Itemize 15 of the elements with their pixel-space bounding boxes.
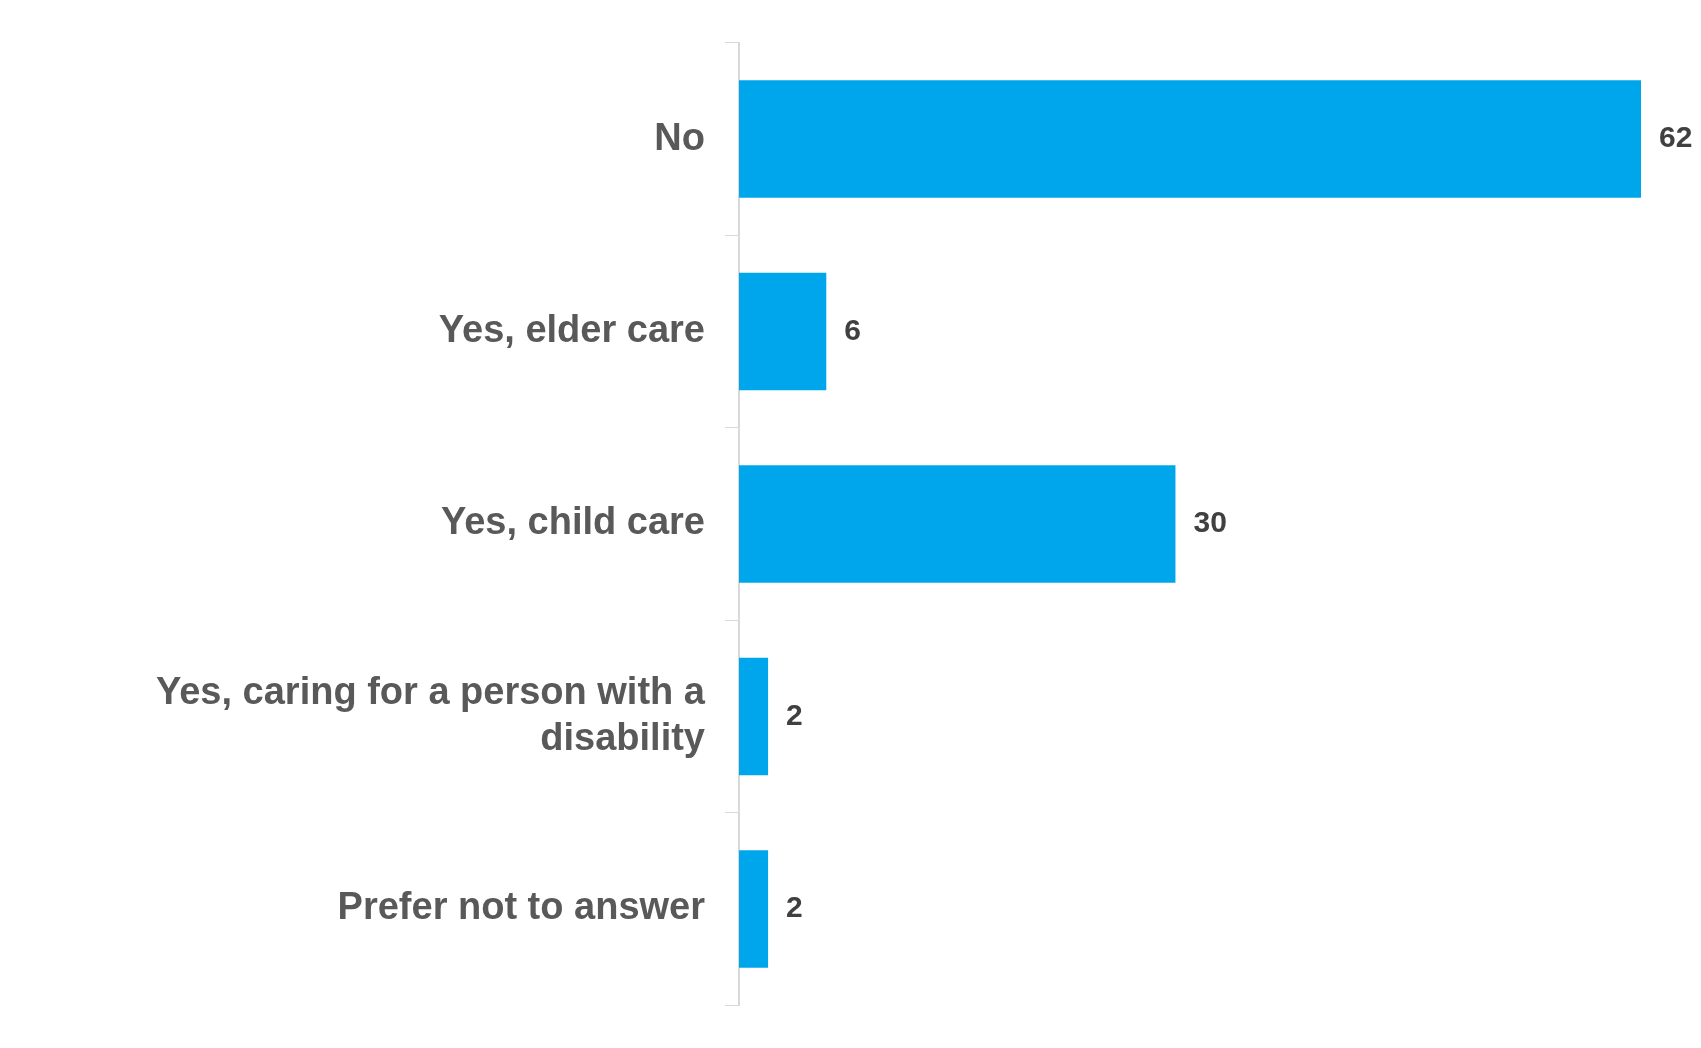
- data-label: 2: [786, 890, 803, 924]
- bar: [739, 465, 1176, 583]
- data-label: 62: [1659, 120, 1693, 154]
- y-tick-label: Prefer not to answer: [337, 885, 706, 928]
- data-label: 6: [844, 312, 861, 346]
- y-tick-label: No: [654, 115, 705, 158]
- bar: [739, 80, 1641, 198]
- bar: [739, 657, 769, 776]
- y-tick-label: Yes, elder care: [438, 308, 705, 350]
- data-label: 30: [1193, 505, 1227, 539]
- bar: [739, 272, 827, 391]
- data-label: 2: [786, 697, 803, 731]
- bar: [739, 850, 769, 968]
- y-tick-label: Yes, caring for a person with a disability: [155, 670, 706, 758]
- y-tick-label: Yes, child care: [440, 500, 705, 543]
